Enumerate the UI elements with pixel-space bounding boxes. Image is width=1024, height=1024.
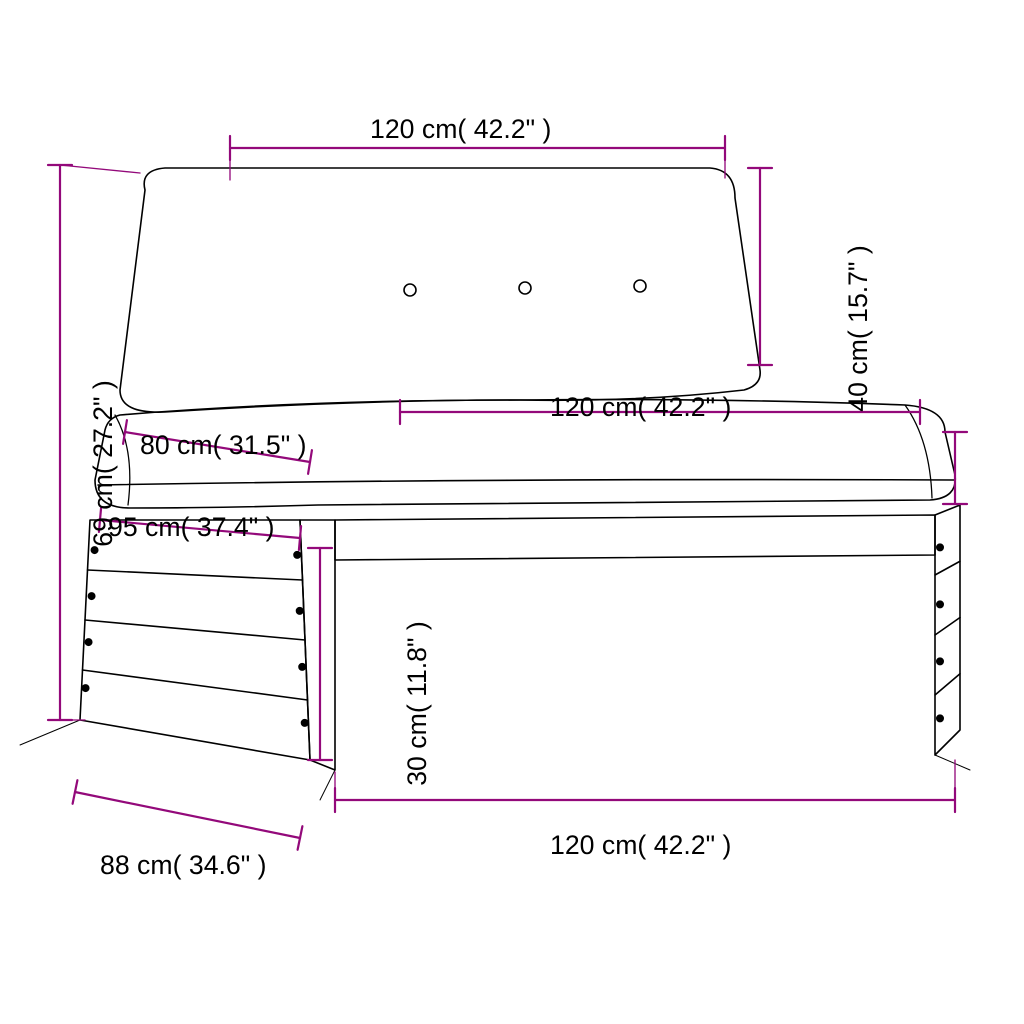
diagram-stage: 120 cm( 42.2" ) 40 cm( 15.7" ) 120 cm( 42.… xyxy=(0,0,1024,1024)
dim-side_panel: 95 cm( 37.4" ) xyxy=(108,512,275,543)
dim-seat_depth: 80 cm( 31.5" ) xyxy=(140,430,307,461)
dim-back_height: 40 cm( 15.7" ) xyxy=(843,245,874,412)
dim-leg_height: 30 cm( 11.8" ) xyxy=(402,621,433,786)
dim-seat_width: 120 cm( 42.2" ) xyxy=(550,392,731,423)
dim-top_width: 120 cm( 42.2" ) xyxy=(370,114,551,145)
dim-base_width: 120 cm( 42.2" ) xyxy=(550,830,731,861)
dim-base_depth: 88 cm( 34.6" ) xyxy=(100,850,267,881)
dim-total_height: 69 cm( 27.2" ) xyxy=(88,380,119,547)
